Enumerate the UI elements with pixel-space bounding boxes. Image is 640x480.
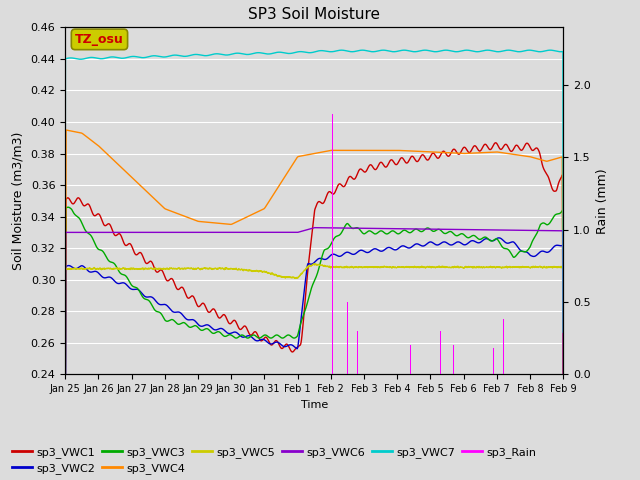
Legend: sp3_VWC1, sp3_VWC2, sp3_VWC3, sp3_VWC4, sp3_VWC5, sp3_VWC6, sp3_VWC7, sp3_Rain: sp3_VWC1, sp3_VWC2, sp3_VWC3, sp3_VWC4, … [8,443,541,479]
Text: TZ_osu: TZ_osu [75,33,124,46]
Y-axis label: Soil Moisture (m3/m3): Soil Moisture (m3/m3) [12,132,25,270]
Title: SP3 Soil Moisture: SP3 Soil Moisture [248,7,380,22]
Y-axis label: Rain (mm): Rain (mm) [596,168,609,234]
X-axis label: Time: Time [301,400,328,409]
